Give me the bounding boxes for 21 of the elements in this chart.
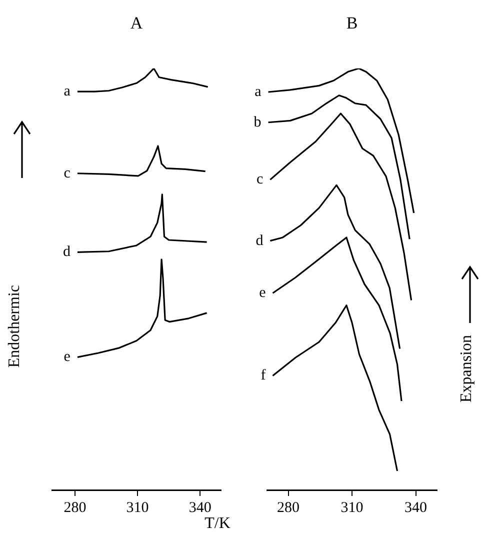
x-tick-label: 280: [277, 500, 300, 516]
chart-title: B: [346, 14, 358, 33]
x-tick-label: 310: [126, 500, 149, 516]
series-label: d: [62, 244, 71, 260]
x-tick-label: 340: [404, 500, 427, 516]
chart-title: A: [130, 14, 144, 33]
series-label: e: [64, 349, 71, 366]
series-label: c: [64, 165, 71, 182]
series-label: e: [259, 285, 266, 302]
y-axis-title: Endothermic: [5, 285, 24, 368]
x-axis-title: T/K: [204, 515, 232, 533]
x-tick-label: 280: [64, 500, 86, 516]
y-axis-title: Expansion: [457, 335, 476, 403]
series-label: b: [254, 114, 262, 130]
series-label: f: [260, 368, 266, 384]
series-label: c: [256, 172, 264, 188]
series-label: d: [256, 232, 264, 249]
x-tick-label: 310: [340, 500, 364, 516]
series-label: a: [254, 84, 262, 100]
x-tick-label: 340: [188, 500, 212, 516]
series-label: a: [64, 84, 71, 100]
